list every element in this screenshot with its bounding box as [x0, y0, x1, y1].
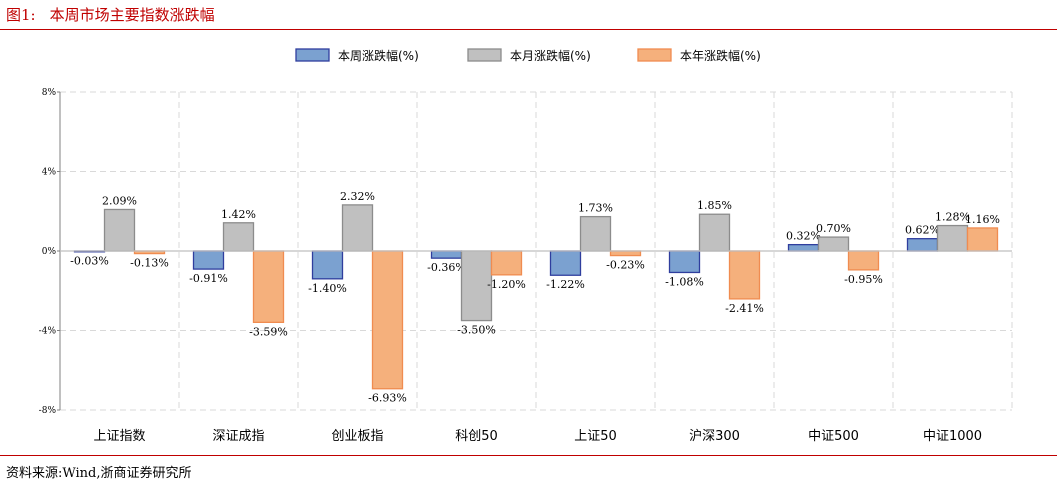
y-tick-label: -4% [39, 327, 57, 337]
data-label: -1.22% [546, 278, 585, 291]
bar-2 [817, 236, 850, 252]
source-note: 资料来源:Wind,浙商证券研究所 [6, 466, 192, 481]
bar-3 [371, 250, 404, 390]
bar-1 [192, 250, 225, 270]
figure-number: 图1: [6, 6, 36, 24]
bar-1 [549, 250, 582, 276]
y-tick-label: 4% [42, 168, 57, 178]
data-label: 2.09% [102, 194, 137, 207]
x-tick-label: 上证50 [574, 429, 617, 444]
x-tick-label: 深证成指 [212, 429, 264, 444]
bar-3 [490, 250, 523, 276]
data-label: -0.95% [844, 273, 883, 286]
data-label: -0.91% [189, 272, 228, 285]
data-label: -6.93% [368, 392, 407, 405]
legend-swatch [637, 48, 672, 62]
x-tick-label: 中证1000 [923, 429, 982, 444]
data-label: -2.41% [725, 302, 764, 315]
data-label: 0.32% [786, 230, 821, 243]
data-label: 2.32% [340, 190, 375, 203]
data-label: -0.36% [427, 261, 466, 274]
x-tick-label: 中证500 [808, 429, 859, 444]
data-label: 1.73% [578, 202, 613, 215]
figure-title-text: 本周市场主要指数涨跌幅 [49, 6, 215, 24]
bar-3 [966, 227, 999, 252]
legend-swatch [467, 48, 502, 62]
bar-1 [430, 250, 463, 259]
bar-2 [936, 224, 969, 252]
x-tick-label: 创业板指 [331, 429, 383, 444]
bar-3 [847, 250, 880, 271]
bar-1 [906, 238, 939, 252]
bar-3 [728, 250, 761, 300]
legend-swatch [295, 48, 330, 62]
figure-title: 图1: 本周市场主要指数涨跌幅 [6, 4, 215, 25]
bar-2 [460, 250, 493, 322]
data-label: 0.70% [816, 222, 851, 235]
bar-1 [668, 250, 701, 274]
data-label: -1.40% [308, 282, 347, 295]
bar-1 [787, 243, 820, 252]
x-tick-label: 上证指数 [93, 429, 145, 444]
bar-2 [103, 208, 136, 252]
legend-label: 本年涨跌幅(%) [680, 48, 761, 63]
bar-2 [341, 204, 374, 252]
data-label: -0.23% [606, 259, 645, 272]
data-label: -0.03% [70, 255, 109, 268]
data-label: -3.50% [457, 324, 496, 337]
bar-2 [579, 215, 612, 252]
y-tick-label: 0% [42, 247, 57, 257]
x-tick-label: 沪深300 [689, 428, 740, 444]
data-label: 1.42% [221, 208, 256, 221]
header-divider [0, 29, 1057, 30]
data-label: 0.62% [905, 224, 940, 237]
data-label: 1.16% [965, 213, 1000, 226]
bar-1 [311, 250, 344, 280]
data-label: -0.13% [130, 257, 169, 270]
bar-2 [698, 213, 731, 252]
legend-label: 本周涨跌幅(%) [338, 48, 419, 63]
figure-header: 图1: 本周市场主要指数涨跌幅 [0, 0, 1057, 29]
legend-label: 本月涨跌幅(%) [510, 48, 591, 63]
y-tick-label: 8% [42, 88, 57, 98]
y-tick-label: -8% [39, 406, 57, 416]
data-label: -1.20% [487, 278, 526, 291]
footer-divider [0, 455, 1057, 456]
x-tick-label: 科创50 [455, 429, 498, 444]
bar-2 [222, 222, 255, 252]
data-label: -1.08% [665, 275, 704, 288]
data-label: 1.28% [935, 211, 970, 224]
data-label: 1.85% [697, 199, 732, 212]
bar-3 [252, 250, 285, 324]
bar-3 [609, 250, 642, 257]
data-label: -3.59% [249, 325, 288, 338]
bar-chart: 8% 4% 0% -4% -8% -0.03% -0.91% -1.40% -0.36% -1.2… [39, 48, 1013, 444]
